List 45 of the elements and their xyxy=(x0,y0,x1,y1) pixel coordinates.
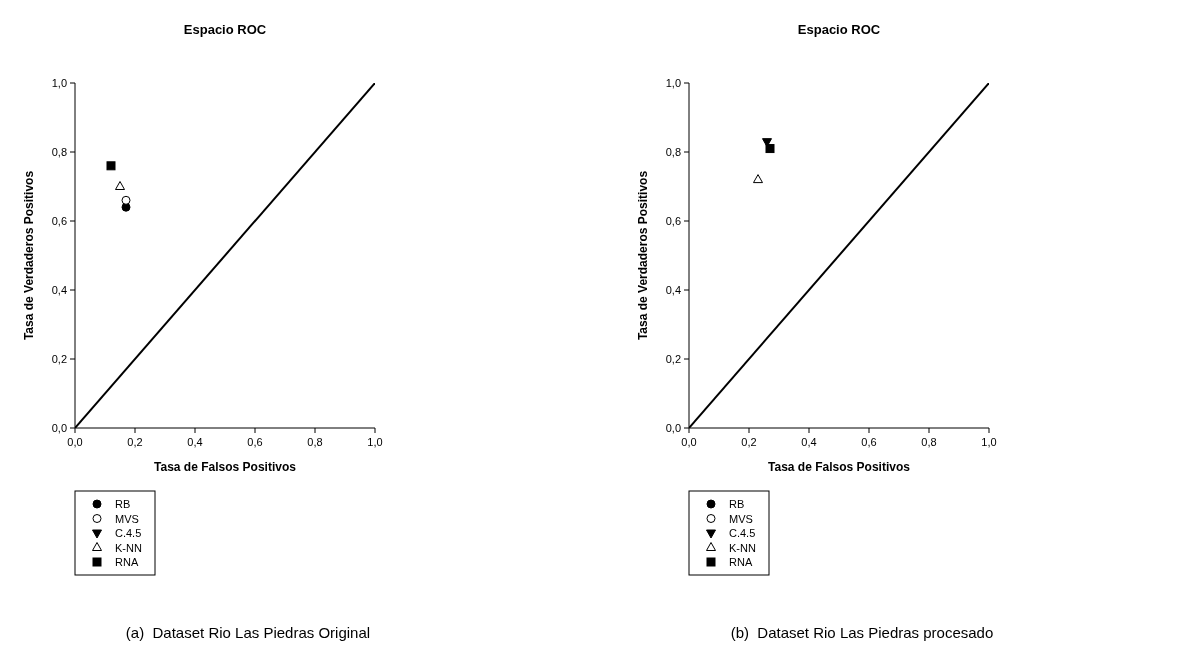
chart-title: Espacio ROC xyxy=(797,22,881,37)
y-axis-title: Tasa de Verdaderos Positivos xyxy=(22,170,36,341)
text: (a) Dataset Rio Las Piedras Original xyxy=(125,624,371,641)
y-tick-label: 1,0 xyxy=(51,77,67,89)
x-tick-label: 0,4 xyxy=(801,436,817,448)
x-tick-label: 1,0 xyxy=(981,436,997,448)
point xyxy=(115,181,125,190)
y-tick-label: 0,8 xyxy=(665,146,681,158)
y-tick-label: 0,4 xyxy=(665,284,681,296)
x-tick-label: 0,8 xyxy=(921,436,937,448)
y-tick-label: 0,0 xyxy=(665,422,681,434)
text: (b) Dataset Rio Las Piedras procesado xyxy=(730,624,994,641)
legend-label: C.4.5 xyxy=(729,527,756,539)
legend-label: RB xyxy=(729,498,745,510)
y-tick-label: 0,2 xyxy=(51,353,67,365)
x-tick-label: 0,6 xyxy=(861,436,877,448)
point xyxy=(106,161,116,171)
legend-label: K-NN xyxy=(729,541,756,554)
y-tick-label: 1,0 xyxy=(665,77,681,89)
y-axis-title: Tasa de Verdaderos Positivos xyxy=(636,170,650,341)
legend-label: MVS xyxy=(115,512,139,525)
y-tick-label: 0,6 xyxy=(665,215,681,227)
y-tick-label: 0,2 xyxy=(665,353,681,365)
y-tick-label: 0,6 xyxy=(51,215,67,227)
legend-label: RB xyxy=(115,498,131,510)
point xyxy=(121,195,131,205)
legend-label: RNA xyxy=(115,556,139,568)
y-tick-label: 0,0 xyxy=(51,422,67,434)
x-tick-label: 0,2 xyxy=(741,436,757,448)
x-tick-label: 1,0 xyxy=(367,436,383,448)
y-tick-label: 0,8 xyxy=(51,146,67,158)
x-tick-label: 0,4 xyxy=(187,436,203,448)
x-tick-label: 0,2 xyxy=(127,436,143,448)
x-tick-label: 0,0 xyxy=(681,436,697,448)
legend-label: K-NN xyxy=(115,541,142,554)
x-tick-label: 0,0 xyxy=(67,436,83,448)
chart-title: Espacio ROC xyxy=(183,22,267,37)
legend-label: MVS xyxy=(729,512,753,525)
legend-label: C.4.5 xyxy=(115,527,142,539)
x-tick-label: 0,6 xyxy=(247,436,263,448)
x-tick-label: 0,8 xyxy=(307,436,323,448)
x-axis-title: Tasa de Falsos Positivos xyxy=(768,460,911,474)
x-axis-title: Tasa de Falsos Positivos xyxy=(154,460,297,474)
legend-label: RNA xyxy=(729,556,753,568)
y-tick-label: 0,4 xyxy=(51,284,67,296)
